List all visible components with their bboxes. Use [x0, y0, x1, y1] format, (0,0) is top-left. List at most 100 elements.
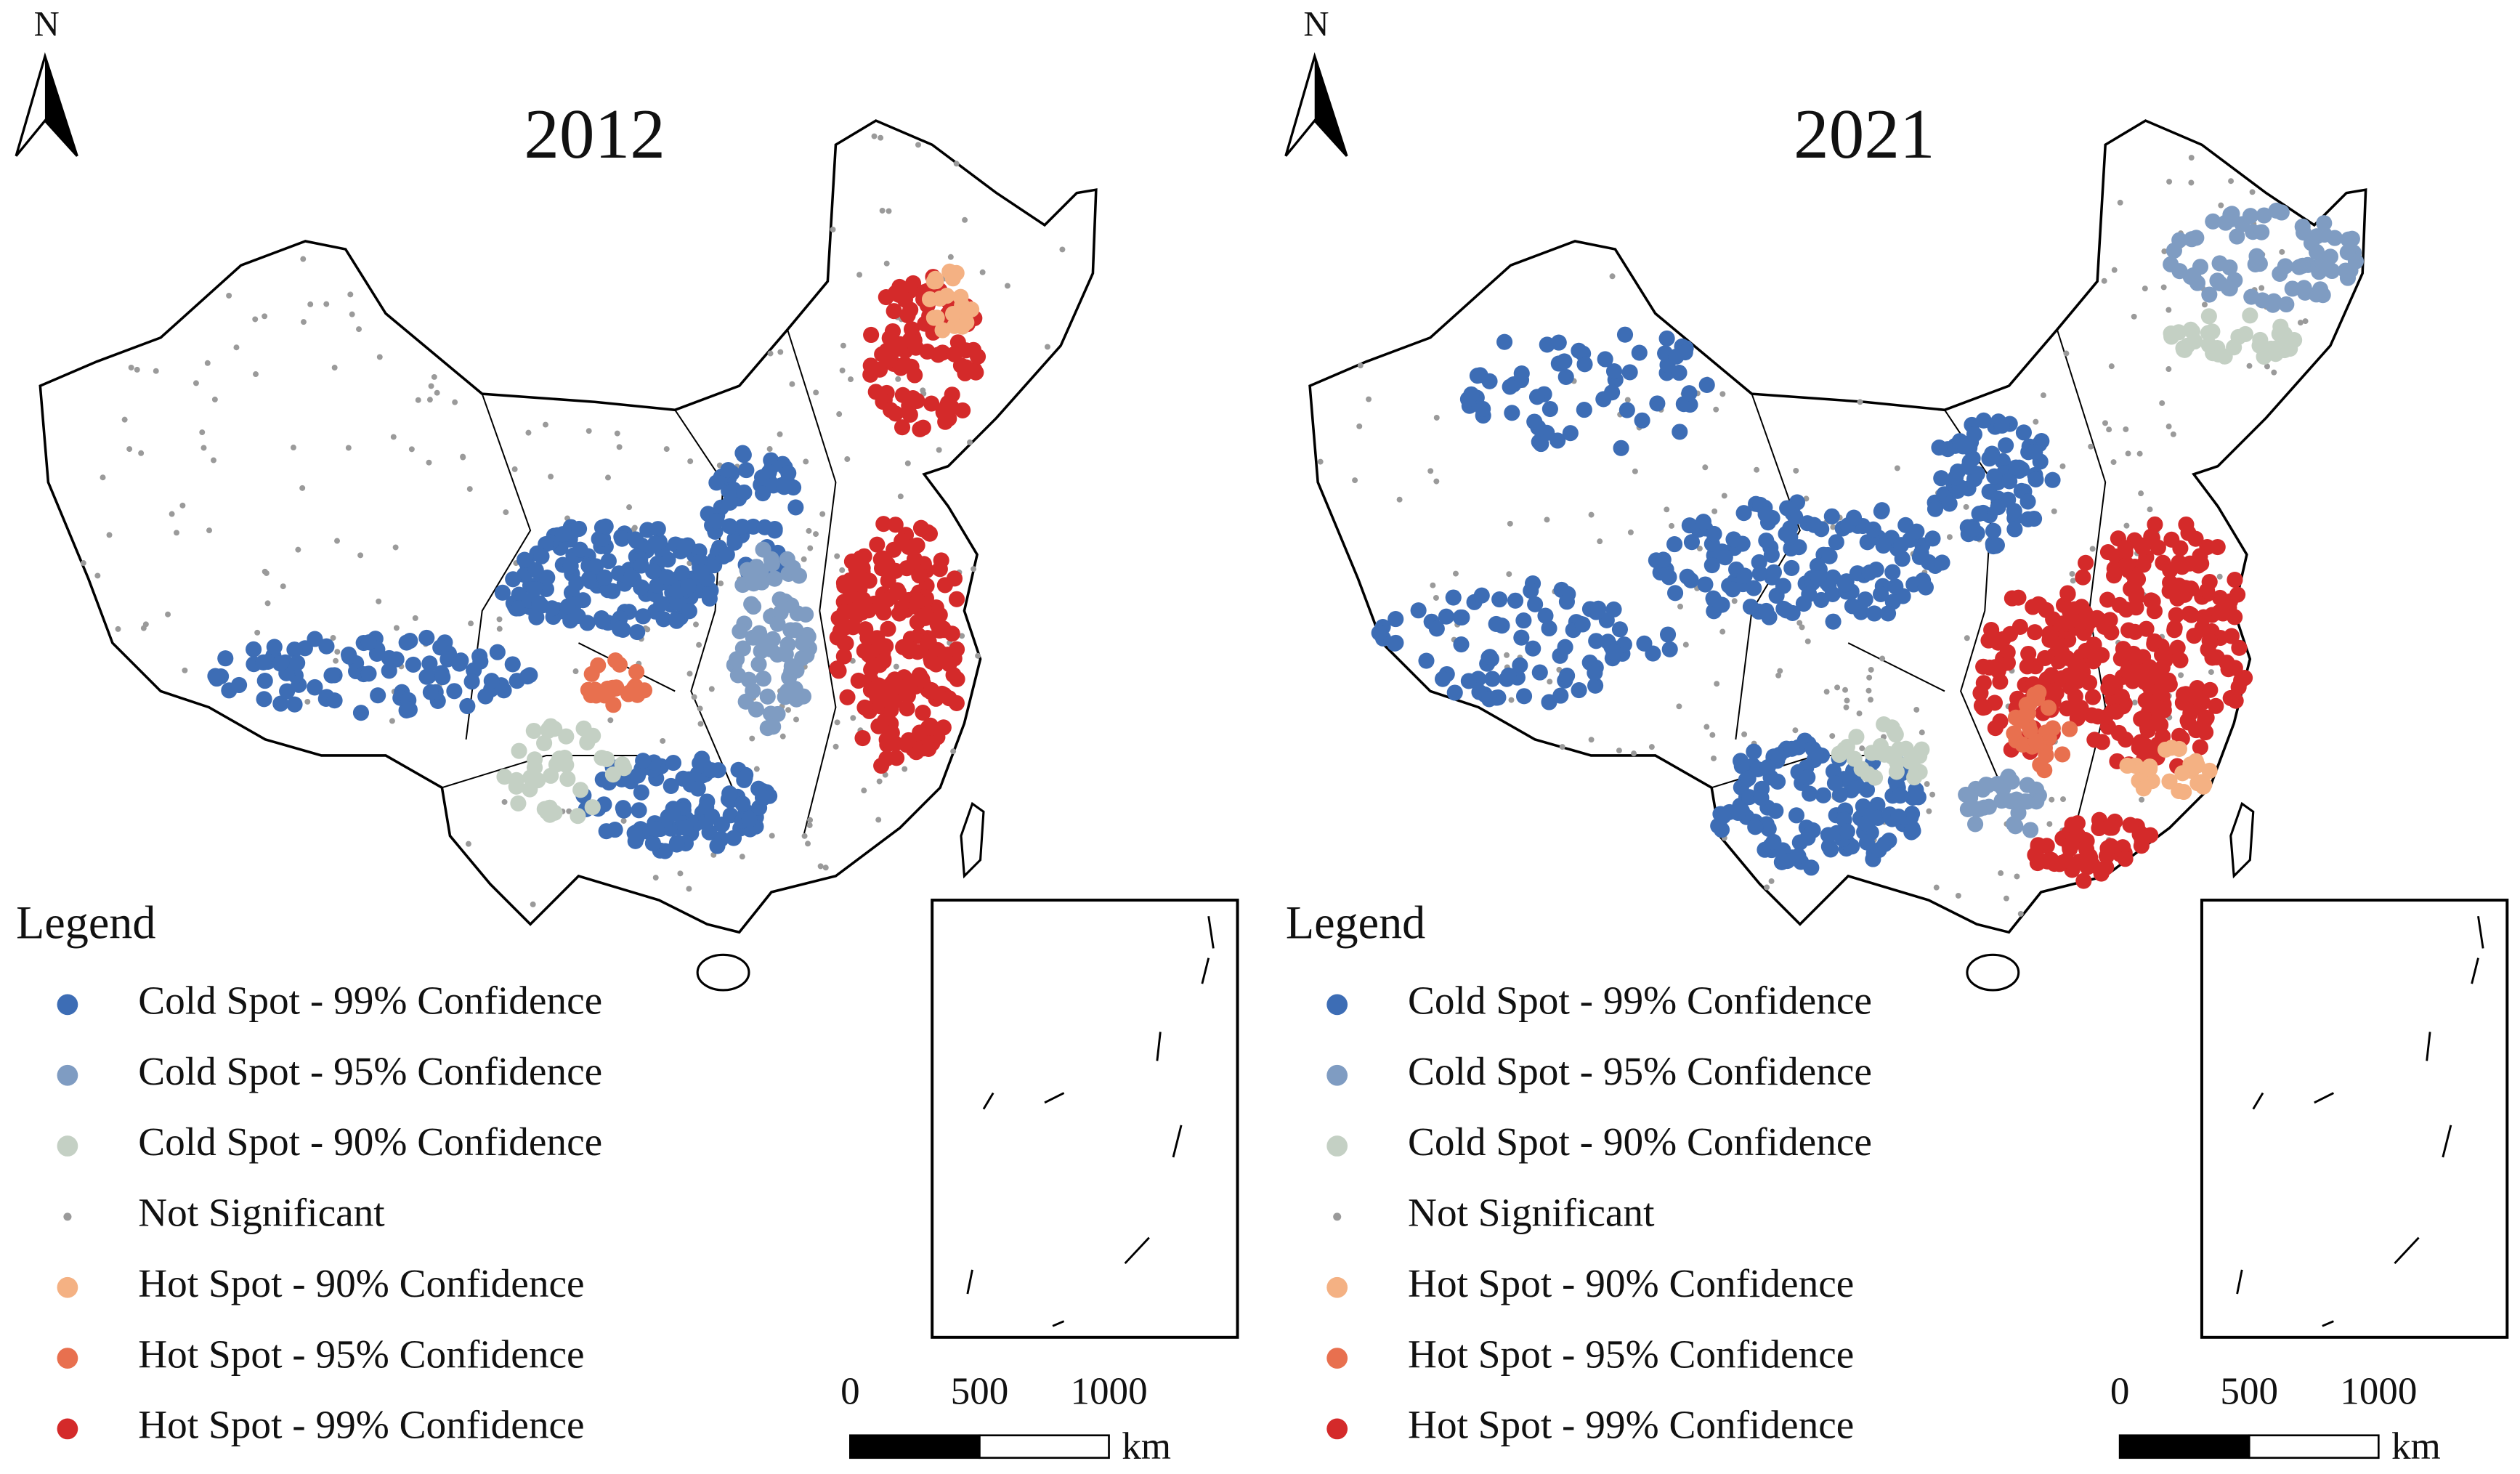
site-dot [568, 575, 585, 592]
site-dot [1849, 777, 1865, 794]
site-dot [496, 616, 503, 623]
site-dot [2134, 539, 2151, 556]
site-dot [732, 623, 748, 639]
site-dot [813, 531, 819, 538]
site-dot [2088, 443, 2094, 450]
site-dot [468, 620, 474, 627]
site-dot [2083, 707, 2100, 724]
site-dot [279, 683, 296, 700]
site-dot [1825, 613, 1842, 630]
site-dot [217, 650, 234, 667]
site-dot [1873, 502, 1890, 519]
site-dot [1971, 506, 1988, 522]
site-dot [2264, 363, 2270, 370]
site-dot [1902, 753, 1919, 770]
site-dot [538, 801, 555, 817]
site-dot [1713, 406, 1719, 413]
site-dot [2033, 418, 2039, 425]
site-dot [670, 594, 686, 611]
site-dot [1410, 602, 1427, 619]
site-dot [1618, 402, 1635, 418]
site-dot [2006, 521, 2023, 538]
site-dot [845, 619, 862, 636]
site-dot [689, 780, 706, 797]
site-dot [1809, 557, 1826, 574]
site-dot [1669, 522, 1675, 529]
site-dot [660, 737, 666, 744]
site-dot [608, 680, 625, 697]
site-dot [571, 520, 588, 538]
site-dot [1631, 750, 1637, 757]
site-dot [729, 651, 745, 668]
site-dot [899, 560, 915, 577]
site-dot [2006, 725, 2022, 742]
site-dot [933, 552, 949, 569]
site-dot [415, 397, 421, 403]
site-dot [2084, 689, 2102, 705]
site-dot [1964, 635, 1970, 641]
scale-unit: km [1122, 1425, 1171, 1467]
site-dot [2043, 667, 2060, 684]
site-dot [1719, 391, 1726, 397]
site-dot [776, 479, 793, 495]
site-dot [836, 634, 853, 652]
site-dot [1588, 633, 1605, 649]
site-dot [2003, 895, 2009, 902]
site-dot [925, 273, 942, 290]
site-dot [798, 647, 815, 663]
site-dot [1502, 378, 1518, 395]
site-dot [2099, 544, 2117, 561]
site-dot [1813, 591, 1830, 608]
site-dot [903, 358, 920, 375]
site-dot [779, 733, 786, 740]
site-dot [1515, 612, 1532, 629]
site-dot [902, 766, 908, 772]
site-dot [686, 886, 692, 892]
site-dot [2296, 280, 2312, 296]
site-dot [2208, 669, 2214, 676]
site-dot [677, 870, 684, 877]
site-dot [1820, 838, 1837, 855]
site-dot [1964, 521, 1981, 538]
site-dot [721, 785, 738, 802]
site-dot [1933, 884, 1940, 891]
site-dot [533, 548, 550, 564]
site-dot [360, 634, 377, 651]
site-dot [2124, 673, 2141, 689]
site-dot [2131, 700, 2138, 705]
site-dot [2195, 609, 2212, 625]
legend-symbol [1326, 1418, 1348, 1440]
site-dot [902, 406, 918, 423]
site-dot [1683, 534, 1701, 551]
site-dot [856, 699, 873, 716]
site-dot [300, 319, 307, 325]
site-dot [653, 596, 670, 612]
legend-label: Hot Spot - 90% Confidence [138, 1261, 584, 1305]
site-dot [737, 769, 753, 786]
site-dot [739, 562, 755, 578]
site-dot [691, 694, 697, 700]
site-dot [860, 602, 877, 619]
site-dot [2163, 531, 2180, 548]
site-dot [783, 658, 800, 675]
site-dot [759, 720, 776, 737]
site-dot [1761, 609, 1778, 625]
site-dot [1668, 348, 1685, 365]
site-dot [1765, 833, 1782, 850]
site-dot [1759, 758, 1776, 776]
site-dot [696, 641, 702, 648]
site-dot [947, 254, 954, 260]
site-dot [2220, 280, 2237, 296]
site-dot [2189, 275, 2206, 291]
site-dot [1897, 517, 1914, 533]
site-dot [949, 671, 965, 687]
site-dot [1526, 413, 1543, 430]
site-dot [2053, 616, 2070, 633]
site-dot [286, 641, 303, 658]
scale-label: 500 [951, 1371, 1009, 1413]
site-dot [2022, 822, 2039, 838]
site-dot [763, 556, 780, 572]
site-dot [2060, 796, 2067, 803]
site-dot [753, 766, 760, 772]
site-dot [1779, 500, 1796, 517]
